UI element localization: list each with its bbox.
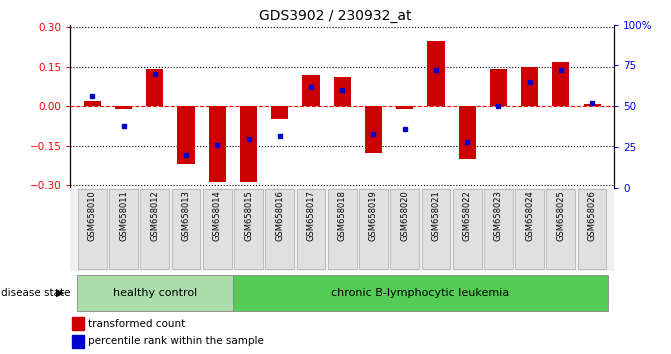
FancyBboxPatch shape bbox=[265, 189, 294, 269]
Text: disease state: disease state bbox=[1, 288, 71, 298]
Bar bbox=[115, 106, 132, 109]
Bar bbox=[146, 69, 163, 106]
FancyBboxPatch shape bbox=[515, 189, 544, 269]
FancyBboxPatch shape bbox=[78, 189, 107, 269]
Bar bbox=[72, 317, 84, 330]
Text: GSM658011: GSM658011 bbox=[119, 190, 128, 241]
FancyBboxPatch shape bbox=[233, 275, 608, 311]
Text: GSM658020: GSM658020 bbox=[400, 190, 409, 241]
Text: GSM658012: GSM658012 bbox=[150, 190, 159, 241]
Bar bbox=[303, 75, 319, 106]
Text: chronic B-lymphocytic leukemia: chronic B-lymphocytic leukemia bbox=[331, 288, 509, 298]
Bar bbox=[427, 41, 444, 106]
FancyBboxPatch shape bbox=[391, 189, 419, 269]
Text: GSM658010: GSM658010 bbox=[88, 190, 97, 241]
Text: GSM658026: GSM658026 bbox=[588, 190, 597, 241]
Text: GSM658021: GSM658021 bbox=[431, 190, 440, 241]
FancyBboxPatch shape bbox=[421, 189, 450, 269]
Text: transformed count: transformed count bbox=[89, 319, 186, 329]
FancyBboxPatch shape bbox=[484, 189, 513, 269]
Text: GSM658023: GSM658023 bbox=[494, 190, 503, 241]
Text: GSM658024: GSM658024 bbox=[525, 190, 534, 241]
Bar bbox=[240, 106, 257, 182]
FancyBboxPatch shape bbox=[297, 189, 325, 269]
Bar bbox=[584, 104, 601, 106]
Bar bbox=[521, 67, 538, 106]
Text: GSM658022: GSM658022 bbox=[463, 190, 472, 241]
Text: GSM658016: GSM658016 bbox=[275, 190, 285, 241]
Bar bbox=[72, 335, 84, 348]
Bar bbox=[396, 106, 413, 109]
Text: GDS3902 / 230932_at: GDS3902 / 230932_at bbox=[259, 9, 412, 23]
FancyBboxPatch shape bbox=[76, 275, 233, 311]
FancyBboxPatch shape bbox=[328, 189, 356, 269]
Text: GSM658013: GSM658013 bbox=[182, 190, 191, 241]
Bar bbox=[333, 77, 351, 106]
FancyBboxPatch shape bbox=[359, 189, 388, 269]
Bar bbox=[490, 69, 507, 106]
Bar bbox=[458, 106, 476, 159]
Bar bbox=[365, 106, 382, 154]
Text: GSM658015: GSM658015 bbox=[244, 190, 253, 241]
Text: percentile rank within the sample: percentile rank within the sample bbox=[89, 336, 264, 346]
Bar bbox=[209, 106, 226, 182]
FancyBboxPatch shape bbox=[234, 189, 263, 269]
Text: GSM658019: GSM658019 bbox=[369, 190, 378, 241]
Bar bbox=[271, 106, 289, 119]
Text: GSM658014: GSM658014 bbox=[213, 190, 221, 241]
FancyBboxPatch shape bbox=[172, 189, 201, 269]
Text: healthy control: healthy control bbox=[113, 288, 197, 298]
Text: GSM658017: GSM658017 bbox=[307, 190, 315, 241]
Bar bbox=[84, 101, 101, 106]
FancyBboxPatch shape bbox=[546, 189, 575, 269]
Bar bbox=[552, 62, 570, 106]
Text: GSM658018: GSM658018 bbox=[338, 190, 347, 241]
FancyBboxPatch shape bbox=[453, 189, 482, 269]
Bar bbox=[177, 106, 195, 164]
FancyBboxPatch shape bbox=[140, 189, 169, 269]
FancyBboxPatch shape bbox=[578, 189, 607, 269]
Text: GSM658025: GSM658025 bbox=[556, 190, 566, 241]
FancyBboxPatch shape bbox=[203, 189, 231, 269]
FancyBboxPatch shape bbox=[109, 189, 138, 269]
Text: ▶: ▶ bbox=[56, 288, 64, 298]
